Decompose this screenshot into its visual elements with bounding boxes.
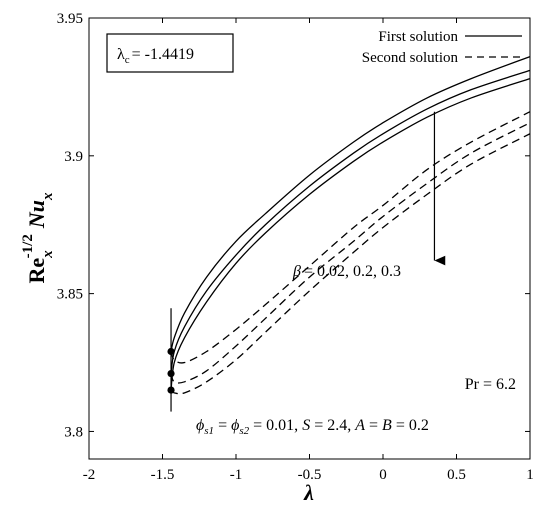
y-tick-label: 3.9 [64,149,83,165]
critical-point [167,369,175,378]
series-layer [170,55,531,395]
critical-value-box [106,33,234,73]
x-tick-label: 0 [379,467,387,483]
x-tick-label: -2 [83,467,96,483]
critical-point [167,347,175,356]
x-tick-label: 1 [526,467,534,483]
critical-markers [167,308,175,412]
first-solution-line-3 [170,78,531,391]
critical-point [167,386,175,394]
second-solution-line-3 [170,133,531,395]
second-solution-line-1 [170,111,531,364]
y-axis-label: Rex-1/2Nux [20,192,56,283]
x-axis-label: λ [303,480,314,505]
pr-annotation: Pr = 6.2 [465,376,516,393]
legend-label-first: First solution [378,29,458,45]
y-tick-label: 3.95 [57,11,83,27]
x-tick-label: -0.5 [298,467,322,483]
y-tick-label: 3.85 [57,287,83,303]
x-tick-label: 0.5 [447,467,466,483]
y-tick-label: 3.8 [64,424,83,440]
x-tick-label: -1 [230,467,243,483]
first-solution-line-2 [170,69,531,374]
critical-value-label: λc = -1.4419 [117,46,194,66]
legend-label-second: Second solution [362,50,459,66]
axis-ticks: -2 -1.5 -1 -0.5 0 0.5 1 3.8 3.85 3.9 3.95 [57,11,534,483]
x-tick-label: -1.5 [151,467,175,483]
beta-annotation: β = 0.02, 0.2, 0.3 [292,263,401,280]
second-solution-line-2 [170,122,531,384]
params-annotation: ϕs1 = ϕs2 = 0.01, S = 2.4, A = B = 0.2 [196,417,429,437]
first-solution-line-1 [170,55,531,352]
legend: First solution Second solution [362,29,522,66]
